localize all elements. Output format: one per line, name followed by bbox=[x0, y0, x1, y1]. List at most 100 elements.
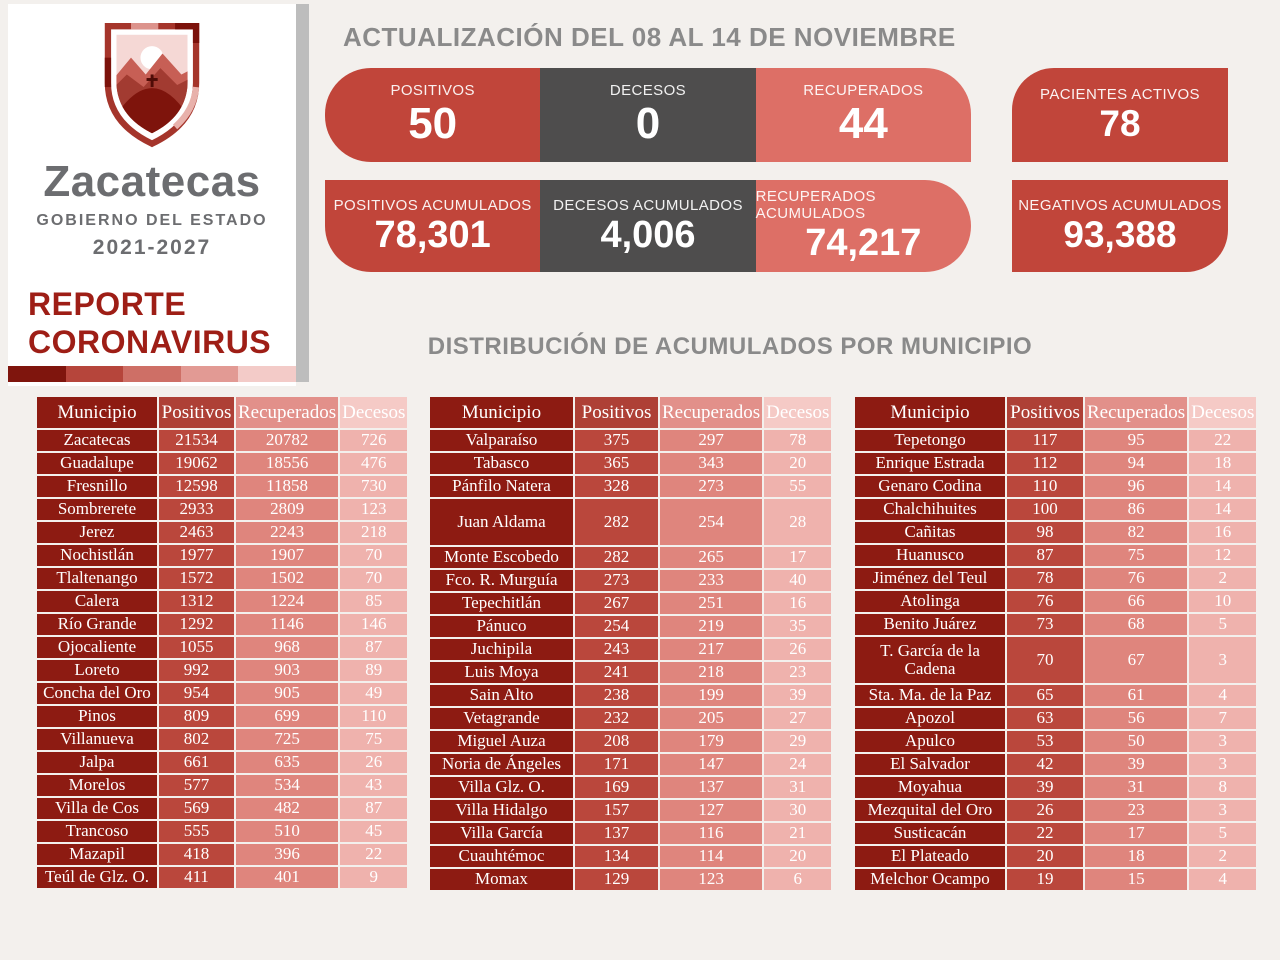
stat-value: 725 bbox=[233, 727, 341, 752]
municipality-name: Tepechitlán bbox=[428, 591, 575, 616]
stat-value: 1312 bbox=[157, 589, 236, 614]
stat-value: 56 bbox=[1082, 706, 1190, 731]
stat-value: 95 bbox=[1082, 428, 1190, 453]
table-row: Villa Hidalgo 157 127 30 bbox=[428, 798, 834, 823]
table-row: Calera 1312 1224 85 bbox=[35, 589, 410, 614]
accumulated-recovered-stat: RECUPERADOS ACUMULADOS 74,217 bbox=[755, 180, 971, 272]
table-row: Ojocaliente 1055 968 87 bbox=[35, 635, 410, 660]
stat-value: 110 bbox=[338, 704, 410, 729]
stat-value: 45 bbox=[338, 819, 410, 844]
stat-value: 169 bbox=[573, 775, 660, 800]
gradient-segment bbox=[123, 366, 181, 382]
stat-value: 1055 bbox=[157, 635, 236, 660]
stat-value: 5 bbox=[1187, 821, 1259, 846]
stat-value: 2 bbox=[1187, 566, 1259, 591]
municipality-name: Villanueva bbox=[35, 727, 159, 752]
stat-value: 401 bbox=[233, 865, 341, 890]
table-row: Villanueva 802 725 75 bbox=[35, 727, 410, 752]
gradient-segment bbox=[180, 366, 239, 382]
stat-value: 4 bbox=[1187, 867, 1259, 892]
stat-value: 661 bbox=[157, 750, 236, 775]
municipality-name: Moyahua bbox=[853, 775, 1007, 800]
stat-value: 3 bbox=[1187, 635, 1259, 685]
table-row: Vetagrande 232 205 27 bbox=[428, 706, 834, 731]
column-header-municipio: Municipio bbox=[35, 395, 159, 430]
table-row: Nochistlán 1977 1907 70 bbox=[35, 543, 410, 568]
municipality-name: Guadalupe bbox=[35, 451, 159, 476]
stat-value: 238 bbox=[573, 683, 660, 708]
municipality-name: Pinos bbox=[35, 704, 159, 729]
stat-value: 87 bbox=[338, 796, 410, 821]
municipality-name: Villa Hidalgo bbox=[428, 798, 575, 823]
stat-value: 217 bbox=[657, 637, 765, 662]
accumulated-negatives-box: NEGATIVOS ACUMULADOS 93,388 bbox=[1012, 180, 1228, 272]
table-row: Monte Escobedo 282 265 17 bbox=[428, 545, 834, 570]
stat-value: 2809 bbox=[233, 497, 341, 522]
stat-value: 241 bbox=[573, 660, 660, 685]
table-row: Trancoso 555 510 45 bbox=[35, 819, 410, 844]
column-header-positivos: Positivos bbox=[573, 395, 660, 430]
column-header-positivos: Positivos bbox=[1005, 395, 1085, 430]
accumulated-recovered-label: RECUPERADOS ACUMULADOS bbox=[755, 188, 876, 223]
stat-value: 75 bbox=[338, 727, 410, 752]
stat-value: 1572 bbox=[157, 566, 236, 591]
stat-value: 251 bbox=[657, 591, 765, 616]
stat-value: 117 bbox=[1005, 428, 1085, 453]
column-header-municipio: Municipio bbox=[428, 395, 575, 430]
table-row: Mazapil 418 396 22 bbox=[35, 842, 410, 867]
stat-value: 1907 bbox=[233, 543, 341, 568]
stat-value: 70 bbox=[1005, 635, 1085, 685]
stat-value: 19062 bbox=[157, 451, 236, 476]
table-row: Sta. Ma. de la Paz 65 61 4 bbox=[853, 683, 1259, 708]
accumulated-recovered-value: 74,217 bbox=[805, 222, 922, 265]
table-row: Juan Aldama 282 254 28 bbox=[428, 497, 834, 547]
stat-value: 22 bbox=[1005, 821, 1085, 846]
table-row: Miguel Auza 208 179 29 bbox=[428, 729, 834, 754]
government-period: 2021-2027 bbox=[92, 236, 212, 259]
municipality-name: Juan Aldama bbox=[428, 497, 575, 547]
stat-value: 555 bbox=[157, 819, 236, 844]
column-header-recuperados: Recuperados bbox=[657, 395, 765, 430]
gradient-segment bbox=[8, 366, 66, 382]
stat-value: 26 bbox=[1005, 798, 1085, 823]
stat-value: 12598 bbox=[157, 474, 236, 499]
stat-value: 233 bbox=[657, 568, 765, 593]
municipality-name: Fresnillo bbox=[35, 474, 159, 499]
stat-value: 905 bbox=[233, 681, 341, 706]
table-row: Sain Alto 238 199 39 bbox=[428, 683, 834, 708]
municipality-name: Pánfilo Natera bbox=[428, 474, 575, 499]
stat-value: 232 bbox=[573, 706, 660, 731]
table-row: Fco. R. Murguía 273 233 40 bbox=[428, 568, 834, 593]
stat-value: 2463 bbox=[157, 520, 236, 545]
stat-value: 3 bbox=[1187, 729, 1259, 754]
municipality-name: Concha del Oro bbox=[35, 681, 159, 706]
stat-value: 23 bbox=[1082, 798, 1190, 823]
table-header-row: Municipio Positivos Recuperados Decesos bbox=[35, 395, 410, 430]
stat-value: 82 bbox=[1082, 520, 1190, 545]
table-row: Zacatecas 21534 20782 726 bbox=[35, 428, 410, 453]
table-row: Moyahua 39 31 8 bbox=[853, 775, 1259, 800]
stat-value: 31 bbox=[1082, 775, 1190, 800]
gradient-strip bbox=[8, 366, 296, 382]
stat-value: 67 bbox=[1082, 635, 1190, 685]
municipality-name: Río Grande bbox=[35, 612, 159, 637]
stat-value: 39 bbox=[1005, 775, 1085, 800]
stat-value: 147 bbox=[657, 752, 765, 777]
municipality-name: Tlaltenango bbox=[35, 566, 159, 591]
stat-value: 2933 bbox=[157, 497, 236, 522]
column-header-decesos: Decesos bbox=[1187, 395, 1259, 430]
table-row: Pánfilo Natera 328 273 55 bbox=[428, 474, 834, 499]
municipality-name: Sain Alto bbox=[428, 683, 575, 708]
stat-value: 10 bbox=[1187, 589, 1259, 614]
stat-value: 114 bbox=[657, 844, 765, 869]
stat-value: 903 bbox=[233, 658, 341, 683]
municipality-name: Sombrerete bbox=[35, 497, 159, 522]
stat-value: 20 bbox=[762, 844, 834, 869]
stat-value: 22 bbox=[1187, 428, 1259, 453]
stat-value: 1146 bbox=[233, 612, 341, 637]
stat-value: 70 bbox=[338, 543, 410, 568]
accumulated-deaths-stat: DECESOS ACUMULADOS 4,006 bbox=[540, 180, 756, 272]
stat-value: 7 bbox=[1187, 706, 1259, 731]
table-row: El Plateado 20 18 2 bbox=[853, 844, 1259, 869]
stat-value: 4 bbox=[1187, 683, 1259, 708]
